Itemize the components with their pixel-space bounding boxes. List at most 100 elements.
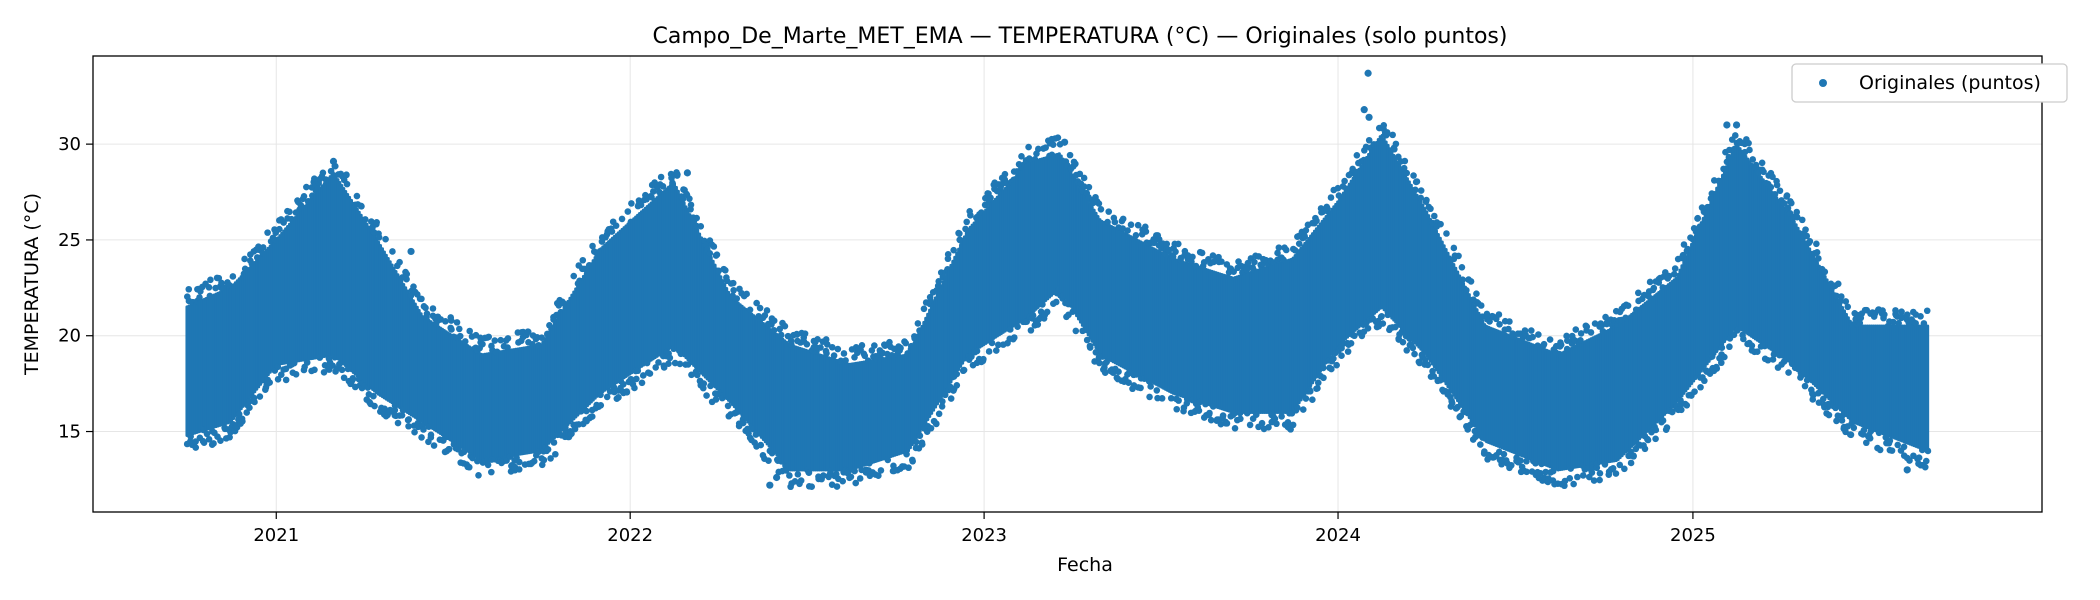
data-point — [1754, 348, 1761, 356]
data-point — [687, 201, 695, 209]
data-point — [1505, 325, 1512, 333]
data-point — [1802, 226, 1809, 233]
data-point — [1025, 143, 1032, 151]
data-point — [445, 445, 453, 453]
data-point — [784, 332, 792, 340]
data-point — [1351, 332, 1358, 340]
data-point — [597, 402, 605, 409]
data-point — [196, 294, 203, 301]
data-point — [639, 372, 647, 379]
data-point — [1922, 457, 1930, 465]
data-point — [637, 201, 645, 209]
data-point — [1246, 421, 1254, 429]
data-point — [877, 467, 885, 474]
data-point — [1422, 198, 1430, 206]
data-point — [205, 284, 213, 291]
data-point — [823, 349, 830, 357]
data-point — [1579, 472, 1587, 479]
x-tick-label: 2024 — [1315, 525, 1361, 546]
data-point — [300, 192, 308, 200]
y-tick-label: 30 — [58, 134, 81, 155]
data-point — [1544, 478, 1552, 486]
data-point — [1758, 166, 1766, 174]
data-point — [1769, 173, 1776, 181]
data-point — [730, 286, 737, 294]
data-point — [1180, 407, 1187, 415]
data-point — [1886, 437, 1894, 445]
data-point — [410, 283, 417, 290]
data-point — [1881, 311, 1888, 318]
data-point — [357, 202, 365, 210]
data-point — [256, 393, 264, 400]
data-point — [776, 325, 784, 333]
data-point — [1450, 244, 1458, 252]
data-point — [1302, 227, 1310, 234]
data-point — [1391, 145, 1398, 153]
data-point — [1616, 461, 1624, 469]
data-point — [1596, 476, 1603, 484]
data-point — [794, 471, 802, 478]
data-point — [1417, 194, 1425, 202]
data-point — [703, 392, 710, 399]
data-point — [1819, 395, 1827, 403]
data-point — [953, 381, 961, 389]
data-point — [1903, 466, 1911, 474]
data-point — [1437, 220, 1444, 228]
data-point — [515, 458, 523, 466]
data-point — [340, 374, 348, 382]
data-point — [1898, 313, 1906, 321]
data-point — [897, 344, 904, 352]
data-point — [370, 392, 377, 400]
x-tick-label: 2021 — [253, 525, 299, 546]
data-point — [241, 255, 248, 263]
data-point — [1275, 244, 1283, 251]
data-point — [1023, 318, 1031, 325]
points-layer — [183, 69, 1932, 491]
data-point — [846, 474, 853, 482]
data-point — [908, 456, 916, 464]
data-point — [618, 215, 626, 223]
data-point — [1746, 146, 1753, 154]
data-point — [1467, 278, 1475, 285]
data-point — [655, 359, 662, 366]
data-point — [1072, 327, 1080, 335]
data-point — [1378, 313, 1385, 320]
data-point — [1900, 443, 1908, 451]
data-point — [1574, 473, 1581, 481]
data-point — [623, 388, 631, 395]
data-point — [1427, 205, 1434, 213]
data-point — [1412, 186, 1419, 194]
data-point — [1650, 284, 1658, 292]
data-point — [678, 193, 685, 200]
data-point — [1080, 183, 1088, 190]
data-point — [903, 450, 910, 458]
data-point — [1365, 136, 1373, 144]
data-point — [597, 391, 604, 399]
data-point — [1838, 417, 1846, 424]
data-point — [1237, 415, 1244, 423]
data-point — [1341, 177, 1348, 185]
data-point — [588, 413, 596, 420]
data-point — [1035, 315, 1043, 323]
data-point — [968, 353, 975, 360]
data-point — [403, 270, 411, 278]
data-point — [1473, 290, 1480, 297]
data-point — [868, 347, 876, 354]
data-point — [1749, 156, 1757, 163]
data-point — [1042, 144, 1049, 151]
data-point — [185, 285, 193, 293]
data-point — [756, 304, 764, 312]
y-axis-label: TEMPERATURA (°C) — [21, 193, 43, 376]
data-point — [1076, 170, 1084, 178]
data-point — [1282, 246, 1290, 254]
data-point — [1521, 327, 1529, 334]
data-point — [1137, 384, 1144, 392]
x-tick-label: 2025 — [1670, 525, 1716, 546]
data-point — [192, 444, 200, 451]
data-point — [504, 335, 512, 342]
data-point — [1443, 230, 1450, 237]
data-point — [1721, 353, 1728, 361]
data-point — [266, 379, 273, 386]
data-point — [1833, 417, 1840, 425]
data-point — [648, 193, 655, 201]
